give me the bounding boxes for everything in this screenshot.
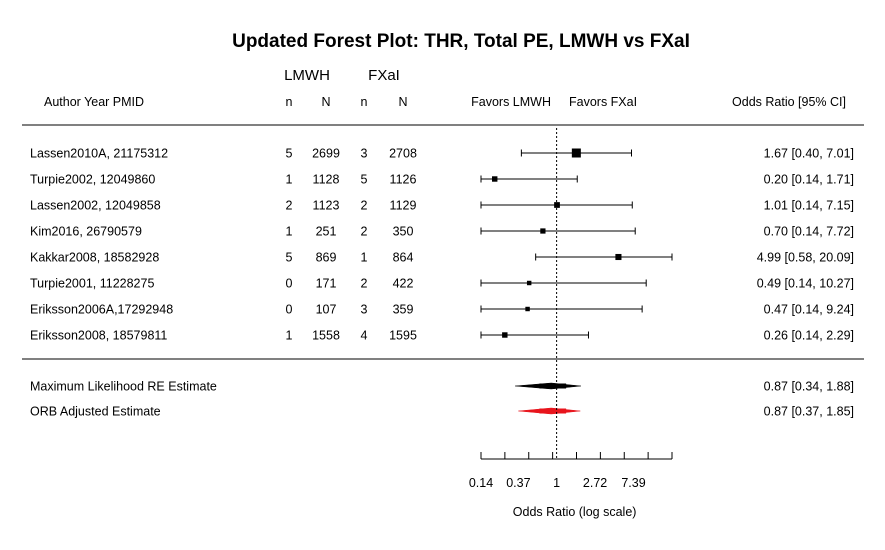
study-n2: 4 bbox=[361, 329, 368, 343]
summary-effect-text: 0.87 [0.37, 1.85] bbox=[764, 405, 854, 419]
study-row: Turpie2001, 11228275 0 171 2 422 0.49 [0.14, … bbox=[30, 277, 854, 291]
study-row: Lassen2010A, 21175312 5 2699 3 2708 1.67 [0.4… bbox=[30, 147, 854, 161]
summary-row: Maximum Likelihood RE Estimate 0.87 [0.34… bbox=[30, 380, 854, 394]
study-n2: 2 bbox=[361, 225, 368, 239]
study-N2: 1126 bbox=[390, 173, 417, 187]
summary-row: ORB Adjusted Estimate 0.87 [0.37, 1.85] bbox=[30, 405, 854, 419]
summary-diamond-core bbox=[539, 408, 567, 414]
study-effect-text: 0.47 [0.14, 9.24] bbox=[764, 303, 854, 317]
study-N2: 2708 bbox=[389, 147, 417, 161]
study-n1: 2 bbox=[286, 199, 293, 213]
study-N2: 864 bbox=[393, 251, 414, 265]
study-n1: 5 bbox=[286, 147, 293, 161]
study-N2: 1129 bbox=[390, 199, 417, 213]
summary-label: Maximum Likelihood RE Estimate bbox=[30, 380, 217, 394]
header-study: Author Year PMID bbox=[44, 95, 144, 109]
study-point bbox=[492, 176, 498, 182]
header-N1: N bbox=[321, 95, 330, 109]
study-row: Eriksson2006A,17292948 0 107 3 359 0.47 [0.14… bbox=[30, 303, 854, 317]
study-N1: 869 bbox=[316, 251, 337, 265]
group-header-right: FXaI bbox=[368, 67, 400, 84]
study-row: Kim2016, 26790579 1 251 2 350 0.70 [0.14, 7.7… bbox=[30, 225, 854, 239]
study-n1: 0 bbox=[286, 277, 293, 291]
study-label: Eriksson2008, 18579811 bbox=[30, 329, 167, 343]
study-effect-text: 0.70 [0.14, 7.72] bbox=[764, 225, 854, 239]
header-n2: n bbox=[361, 95, 368, 109]
study-n1: 5 bbox=[286, 251, 293, 265]
study-N1: 171 bbox=[316, 277, 337, 291]
study-N2: 359 bbox=[393, 303, 414, 317]
study-n1: 1 bbox=[286, 329, 293, 343]
header-favors-right: Favors FXaI bbox=[569, 95, 637, 109]
study-row: Kakkar2008, 18582928 5 869 1 864 4.99 [0.58, … bbox=[30, 251, 854, 265]
x-tick-label: 1 bbox=[553, 476, 560, 490]
study-label: Kakkar2008, 18582928 bbox=[30, 251, 159, 265]
study-N1: 1128 bbox=[313, 173, 340, 187]
study-label: Lassen2010A, 21175312 bbox=[30, 147, 168, 161]
x-axis: 0.14 0.37 1 2.72 7.39 Odds Ratio (log scale) bbox=[469, 452, 673, 519]
chart-title: Updated Forest Plot: THR, Total PE, LMWH… bbox=[232, 31, 690, 52]
study-effect-text: 1.67 [0.40, 7.01] bbox=[764, 147, 854, 161]
study-point bbox=[502, 332, 508, 338]
study-effect-text: 0.20 [0.14, 1.71] bbox=[764, 173, 854, 187]
summary-rows: Maximum Likelihood RE Estimate 0.87 [0.34… bbox=[30, 380, 854, 419]
study-N2: 350 bbox=[393, 225, 414, 239]
study-label: Lassen2002, 12049858 bbox=[30, 199, 161, 213]
study-n1: 1 bbox=[286, 225, 293, 239]
study-n1: 1 bbox=[286, 173, 293, 187]
study-effect-text: 4.99 [0.58, 20.09] bbox=[757, 251, 854, 265]
study-effect-text: 1.01 [0.14, 7.15] bbox=[764, 199, 854, 213]
study-label: Kim2016, 26790579 bbox=[30, 225, 142, 239]
x-axis-label: Odds Ratio (log scale) bbox=[513, 505, 637, 519]
study-n2: 2 bbox=[361, 277, 368, 291]
group-header-left: LMWH bbox=[284, 67, 330, 84]
header-n1: n bbox=[286, 95, 293, 109]
study-N1: 1123 bbox=[313, 199, 340, 213]
study-rows: Lassen2010A, 21175312 5 2699 3 2708 1.67 [0.4… bbox=[30, 147, 854, 343]
study-row: Eriksson2008, 18579811 1 1558 4 1595 0.26 [0.… bbox=[30, 329, 854, 343]
study-n1: 0 bbox=[286, 303, 293, 317]
x-tick-label: 0.37 bbox=[506, 476, 530, 490]
study-effect-text: 0.26 [0.14, 2.29] bbox=[764, 329, 854, 343]
header-favors-left: Favors LMWH bbox=[471, 95, 551, 109]
study-label: Eriksson2006A,17292948 bbox=[30, 303, 173, 317]
study-N1: 251 bbox=[316, 225, 337, 239]
study-n2: 1 bbox=[361, 251, 368, 265]
x-tick-label: 2.72 bbox=[583, 476, 607, 490]
study-label: Turpie2001, 11228275 bbox=[30, 277, 154, 291]
study-row: Lassen2002, 12049858 2 1123 2 1129 1.01 [0.14… bbox=[30, 199, 854, 213]
summary-label: ORB Adjusted Estimate bbox=[30, 405, 161, 419]
study-row: Turpie2002, 12049860 1 1128 5 1126 0.20 [0.14… bbox=[30, 173, 854, 187]
study-n2: 3 bbox=[361, 303, 368, 317]
summary-effect-text: 0.87 [0.34, 1.88] bbox=[764, 380, 854, 394]
study-label: Turpie2002, 12049860 bbox=[30, 173, 155, 187]
x-tick-label: 7.39 bbox=[621, 476, 645, 490]
header-N2: N bbox=[398, 95, 407, 109]
study-N1: 2699 bbox=[312, 147, 340, 161]
study-point bbox=[526, 280, 532, 286]
x-tick-label: 0.14 bbox=[469, 476, 493, 490]
study-N1: 107 bbox=[316, 303, 337, 317]
header-effect: Odds Ratio [95% CI] bbox=[732, 95, 846, 109]
study-point bbox=[615, 253, 622, 261]
study-n2: 3 bbox=[361, 147, 368, 161]
study-point bbox=[571, 148, 581, 158]
study-n2: 5 bbox=[361, 173, 368, 187]
study-effect-text: 0.49 [0.14, 10.27] bbox=[757, 277, 854, 291]
study-point bbox=[540, 228, 546, 234]
study-point bbox=[525, 306, 530, 312]
summary-diamond-core bbox=[539, 383, 567, 389]
study-N2: 1595 bbox=[389, 329, 417, 343]
study-n2: 2 bbox=[361, 199, 368, 213]
study-N1: 1558 bbox=[312, 329, 340, 343]
study-N2: 422 bbox=[393, 277, 414, 291]
